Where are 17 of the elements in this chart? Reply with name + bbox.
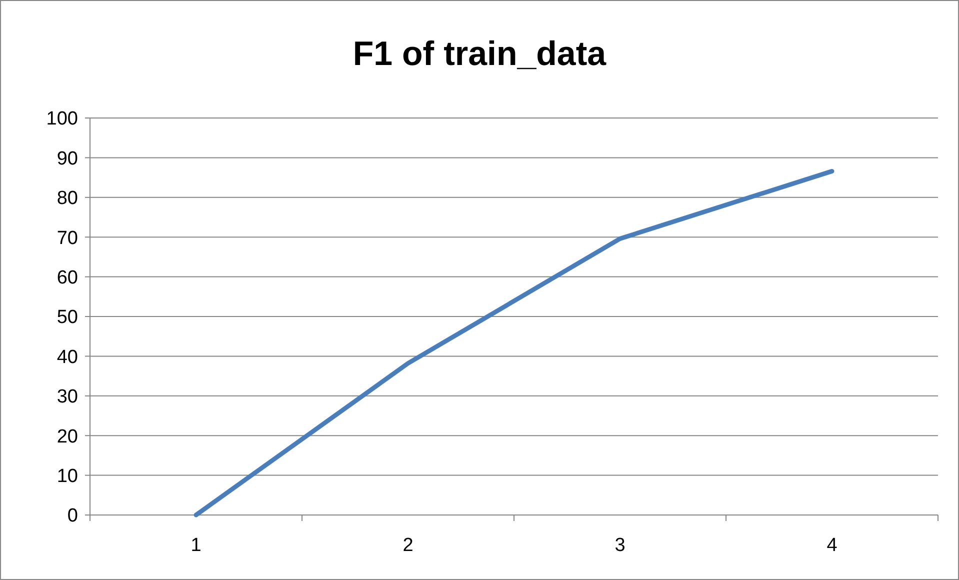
y-tick-label: 100 — [46, 108, 78, 130]
x-tick-label: 2 — [402, 535, 414, 556]
line-series — [194, 168, 834, 518]
y-tick-label: 0 — [67, 506, 78, 527]
x-tick-label: 3 — [614, 535, 626, 556]
y-tick-label: 10 — [56, 466, 78, 487]
y-tick-label: 30 — [56, 386, 78, 408]
y-tick-label: 80 — [56, 188, 78, 210]
y-tick-label: 20 — [56, 426, 78, 448]
chart-title: F1 of train_data — [352, 35, 608, 73]
x-tick-label: 1 — [190, 535, 202, 556]
y-tick-label: 40 — [56, 346, 78, 368]
y-tick-label: 70 — [56, 228, 78, 249]
y-tick-label: 90 — [56, 148, 78, 170]
y-tick-label: 50 — [56, 307, 78, 328]
y-tick-label: 60 — [56, 267, 78, 288]
x-tick-label: 4 — [826, 535, 838, 556]
